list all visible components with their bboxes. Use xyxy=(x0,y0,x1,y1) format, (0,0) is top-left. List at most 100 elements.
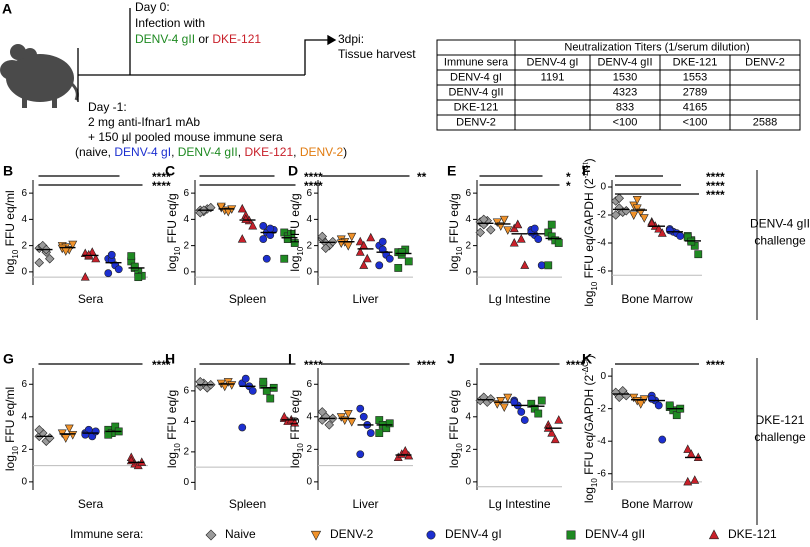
y-tick-label: 2 xyxy=(183,447,189,458)
challenge-text: challenge xyxy=(754,430,806,444)
y-tick-label: 6 xyxy=(183,188,189,199)
y-tick-label: -6 xyxy=(597,468,606,479)
data-point xyxy=(64,424,74,434)
data-point xyxy=(355,236,365,246)
significance-label: **** xyxy=(152,170,171,184)
text-segment: , xyxy=(293,145,300,159)
data-point xyxy=(499,403,509,413)
text-segment: 10 xyxy=(590,281,599,290)
text-segment: DKE-121 xyxy=(212,32,261,46)
data-point xyxy=(530,224,539,233)
legend-label: Naive xyxy=(225,527,256,541)
mouse-ear xyxy=(10,44,26,60)
table-cell: 1191 xyxy=(541,71,565,83)
y-tick-label: 2 xyxy=(465,444,471,455)
text-segment: 3dpi: xyxy=(338,32,364,46)
data-point xyxy=(259,235,268,243)
text-segment: (naive, xyxy=(75,145,114,159)
data-point xyxy=(509,238,519,247)
text-segment: ) xyxy=(343,145,347,159)
data-point xyxy=(375,429,384,437)
table-row-header: DKE-121 xyxy=(454,101,499,113)
y-tick-label: 4 xyxy=(183,214,189,225)
data-point xyxy=(397,248,406,257)
chart-panel: I 0 2 4 6 Liver **** xyxy=(288,351,436,511)
data-point xyxy=(632,196,642,205)
text-segment: 2 mg anti-Ifnar1 mAb xyxy=(88,115,200,129)
text-segment: -ΔCt xyxy=(581,358,590,375)
y-axis-label: log10 FFU eq/g xyxy=(447,193,463,271)
text-segment: or xyxy=(195,32,212,46)
text-segment: 10 xyxy=(11,249,20,258)
data-point xyxy=(486,225,496,235)
data-point xyxy=(45,254,55,264)
significance-label: **** xyxy=(304,358,323,372)
text-segment: , xyxy=(238,145,245,159)
data-point xyxy=(475,227,485,238)
data-point xyxy=(317,407,327,417)
data-point xyxy=(547,220,556,229)
text-segment: 10 xyxy=(590,478,599,487)
data-point xyxy=(385,254,394,263)
chart-panel: H 0 2 4 6 Spleen **** xyxy=(165,351,323,511)
data-point xyxy=(537,261,546,270)
chart-panel: B 0 2 4 6 Sera ******** xyxy=(3,163,171,306)
data-point xyxy=(534,235,543,243)
y-tick-label: 6 xyxy=(465,379,471,390)
y-tick-label: 2 xyxy=(21,444,27,455)
data-point xyxy=(614,193,624,203)
data-point xyxy=(266,224,275,233)
data-point xyxy=(657,228,667,237)
panel-label: A xyxy=(2,1,12,17)
data-point xyxy=(516,234,526,243)
text-segment: FFU eq/ml xyxy=(3,387,17,446)
data-point xyxy=(266,394,275,403)
legend-label: DENV-2 xyxy=(330,527,374,541)
data-point xyxy=(34,257,44,268)
text-segment: 10 xyxy=(173,443,182,452)
panel-label: D xyxy=(288,163,298,179)
timeline-text: (naive, DENV-4 gI, DENV-4 gII, DKE-121, … xyxy=(75,145,347,159)
significance-label: **** xyxy=(706,358,725,372)
y-axis-label: log10 FFU eq/ml xyxy=(3,387,19,471)
data-point xyxy=(81,430,90,439)
table-cell: 833 xyxy=(616,101,634,113)
data-point xyxy=(91,253,101,263)
significance-label: * xyxy=(566,179,571,193)
y-axis-label: log10 FFU eq/g xyxy=(165,390,181,468)
data-point xyxy=(400,445,410,455)
table-row-header: DENV-4 gII xyxy=(448,86,503,98)
data-point xyxy=(683,444,693,453)
y-tick-label: 4 xyxy=(306,214,312,225)
data-point xyxy=(237,203,247,213)
data-point xyxy=(665,401,674,410)
data-point xyxy=(499,215,509,225)
text-segment: DENV-4 gI xyxy=(114,145,171,159)
data-point xyxy=(520,260,530,269)
text-segment: DENV-4 gII xyxy=(178,145,238,159)
panel-label: I xyxy=(288,351,292,367)
challenge-virus: DKE-121 xyxy=(756,413,805,427)
panel-label: H xyxy=(165,351,175,367)
y-tick-label: 0 xyxy=(306,267,312,278)
legend-label: DKE-121 xyxy=(728,527,777,541)
table-title: Neutralization Titers (1/serum dilution) xyxy=(564,41,749,53)
mouse-head xyxy=(0,60,24,80)
data-point xyxy=(632,204,642,213)
table-row-header: DENV-4 gI xyxy=(450,71,502,83)
data-point xyxy=(80,272,90,281)
timeline-text: Day 0: xyxy=(135,0,170,14)
text-segment: , xyxy=(171,145,178,159)
text-segment: FFU eq/g xyxy=(447,193,461,246)
data-point xyxy=(248,386,257,395)
data-point xyxy=(347,418,357,427)
x-axis-label: Liver xyxy=(352,292,378,306)
y-tick-label: 4 xyxy=(465,214,471,225)
x-axis-label: Sera xyxy=(78,497,104,511)
y-tick-label: 0 xyxy=(600,182,606,193)
x-axis-label: Spleen xyxy=(229,497,266,511)
table-cell: <100 xyxy=(613,116,638,128)
y-tick-label: 6 xyxy=(183,386,189,397)
data-point xyxy=(554,239,563,247)
